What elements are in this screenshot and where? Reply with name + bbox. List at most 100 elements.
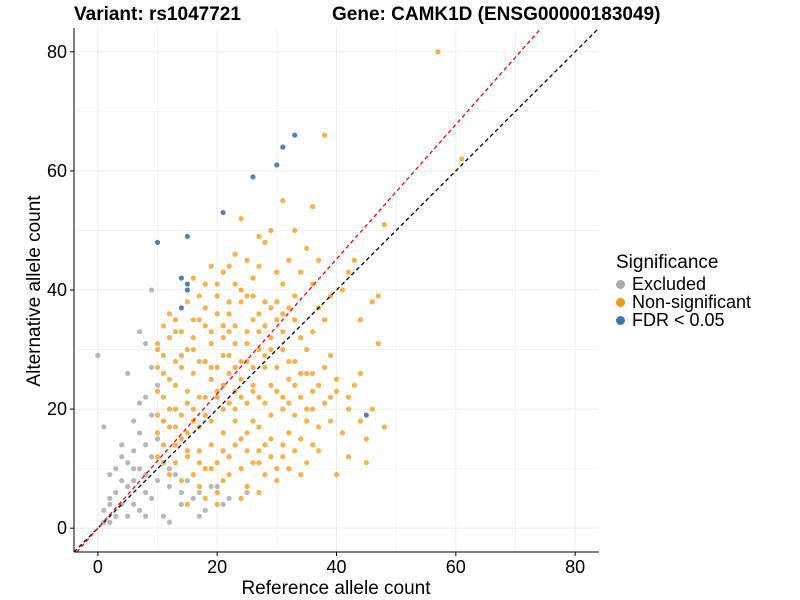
data-point <box>137 430 143 436</box>
data-point <box>357 370 363 376</box>
data-point <box>327 394 334 400</box>
data-point <box>208 442 214 448</box>
data-point <box>113 466 119 472</box>
data-point <box>226 495 232 502</box>
data-point <box>280 311 286 317</box>
data-point <box>351 257 357 263</box>
data-point <box>345 454 352 460</box>
data-point <box>226 299 232 305</box>
data-point <box>166 471 173 478</box>
data-point <box>262 471 268 478</box>
data-point <box>238 287 244 293</box>
data-point <box>304 406 310 412</box>
data-point <box>196 483 202 490</box>
data-point <box>238 358 244 365</box>
data-point <box>220 448 226 454</box>
data-point <box>119 442 125 448</box>
data-point <box>160 323 167 329</box>
data-point <box>256 424 262 430</box>
legend-label-non-significant: Non-significant <box>632 291 752 312</box>
data-point <box>316 448 322 454</box>
data-point <box>190 471 196 478</box>
data-point <box>220 352 226 359</box>
data-point <box>184 388 190 394</box>
data-point <box>304 418 310 424</box>
data-point <box>244 293 250 299</box>
data-point <box>107 471 113 478</box>
data-point <box>238 376 244 382</box>
data-point <box>250 317 256 323</box>
data-point <box>178 489 184 496</box>
data-point <box>184 501 190 507</box>
data-point <box>196 358 202 365</box>
y-tick-label: 20 <box>47 399 67 419</box>
data-point <box>262 352 268 359</box>
data-point <box>190 406 196 412</box>
data-point <box>148 287 155 293</box>
data-point <box>208 376 214 382</box>
data-point <box>298 269 304 275</box>
data-point <box>137 329 143 335</box>
data-point <box>333 376 340 382</box>
data-point <box>101 424 107 430</box>
data-point <box>310 281 316 287</box>
data-point <box>262 239 268 245</box>
data-point <box>250 460 256 466</box>
data-point <box>232 251 238 257</box>
data-point <box>244 489 250 496</box>
data-point <box>113 489 119 496</box>
data-point <box>274 388 280 394</box>
data-point <box>292 132 298 138</box>
data-point <box>166 406 173 412</box>
data-point <box>327 418 334 424</box>
data-point <box>232 442 238 448</box>
data-point <box>268 335 274 341</box>
data-point <box>375 340 381 347</box>
data-point <box>166 335 173 341</box>
data-point <box>310 370 316 376</box>
data-point <box>107 501 113 507</box>
legend-dot-fdr <box>616 315 625 325</box>
data-point <box>154 346 161 353</box>
data-point <box>154 382 161 388</box>
data-point <box>184 233 190 240</box>
data-point <box>172 382 179 388</box>
data-point <box>131 418 137 424</box>
data-point <box>292 382 298 388</box>
series-fdr-0-05 <box>154 132 369 418</box>
data-point <box>244 400 250 406</box>
data-point <box>154 436 161 442</box>
data-point <box>244 257 250 263</box>
data-point <box>166 483 173 490</box>
data-point <box>298 370 304 376</box>
data-point <box>166 424 173 430</box>
data-point <box>232 364 238 371</box>
data-point <box>244 340 250 347</box>
data-point <box>131 477 137 484</box>
data-point <box>178 501 184 507</box>
x-tick-label: 80 <box>565 557 585 577</box>
data-point <box>333 471 340 478</box>
data-point <box>304 370 310 376</box>
x-tick-label: 20 <box>207 557 227 577</box>
data-point <box>256 394 262 400</box>
data-point <box>202 281 208 287</box>
data-point <box>214 501 220 507</box>
data-point <box>214 483 220 490</box>
data-point <box>250 174 256 180</box>
data-point <box>274 466 280 472</box>
x-tick-label: 0 <box>93 557 103 577</box>
data-point <box>190 346 196 353</box>
data-point <box>184 477 190 484</box>
data-point <box>154 430 161 436</box>
data-point <box>244 430 250 436</box>
data-point <box>196 394 202 400</box>
data-point <box>220 477 226 484</box>
data-point <box>119 454 125 460</box>
data-point <box>435 49 441 55</box>
legend-item-non-significant: Non-significant <box>616 291 752 312</box>
data-point <box>250 382 256 388</box>
data-point <box>232 281 238 287</box>
data-point <box>220 382 226 388</box>
data-point <box>256 489 262 496</box>
